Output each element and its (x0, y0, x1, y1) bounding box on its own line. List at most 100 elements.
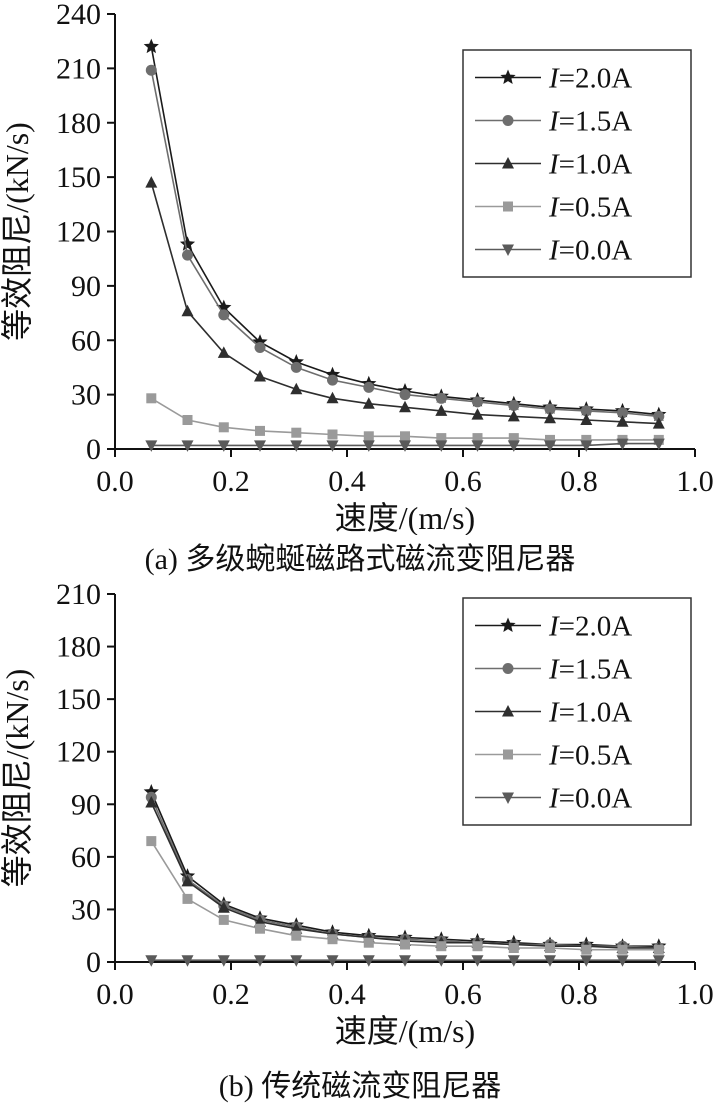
circle-marker (363, 381, 375, 393)
triangle-up-marker (502, 157, 514, 169)
circle-marker (502, 115, 514, 126)
circle-marker (254, 342, 266, 353)
square-marker (255, 923, 265, 934)
x-tick-label: 0.2 (212, 465, 250, 498)
triangle-down-marker (399, 440, 411, 452)
triangle-down-marker (580, 955, 593, 967)
triangle-up-marker (217, 346, 230, 358)
legend-label: I=1.5A (548, 654, 632, 686)
legend-label: I=0.0A (548, 235, 632, 267)
triangle-up-marker (399, 400, 411, 413)
square-marker (508, 943, 519, 953)
triangle-up-marker (507, 409, 520, 422)
triangle-down-marker (362, 440, 375, 452)
triangle-down-marker (580, 440, 593, 452)
legend-label: I=0.5A (548, 740, 632, 772)
triangle-down-marker (652, 955, 665, 967)
triangle-down-marker (254, 955, 266, 967)
x-tick-label: 0.6 (444, 978, 482, 1011)
y-tick-label: 180 (56, 107, 101, 140)
square-marker (327, 429, 338, 440)
triangle-down-marker (616, 438, 629, 451)
square-marker (503, 749, 513, 760)
y-tick-label: 150 (56, 161, 101, 194)
x-tick-label: 0.4 (328, 465, 366, 498)
triangle-down-marker (290, 955, 303, 967)
triangle-down-marker (181, 440, 194, 452)
triangle-down-marker (399, 955, 411, 967)
triangle-up-marker (145, 796, 158, 808)
triangle-down-marker (435, 440, 448, 452)
legend-label: I=1.0A (548, 149, 632, 181)
square-marker (581, 944, 592, 955)
triangle-down-marker (502, 244, 514, 256)
x-tick-label: 0.0 (96, 465, 134, 498)
x-tick-label: 0.4 (328, 978, 366, 1011)
circle-marker (145, 64, 157, 76)
triangle-down-marker (471, 955, 484, 967)
triangle-down-marker (652, 438, 665, 451)
circle-marker (327, 374, 338, 386)
triangle-down-marker (181, 955, 194, 967)
square-marker (508, 433, 519, 444)
y-tick-label: 120 (56, 736, 101, 769)
triangle-down-marker (326, 955, 339, 967)
y-tick-label: 0 (86, 946, 101, 979)
y-tick-label: 210 (56, 52, 101, 85)
x-tick-label: 0.2 (212, 978, 250, 1011)
y-tick-label: 30 (71, 379, 101, 412)
triangle-up-marker (652, 417, 665, 429)
star-marker (143, 38, 159, 54)
circle-marker (502, 663, 514, 674)
circle-marker (508, 400, 520, 411)
star-marker (500, 69, 516, 84)
square-marker (545, 943, 555, 953)
chart-a-caption: (a) 多级蜿蜒磁路式磁流变阻尼器 (144, 543, 576, 576)
triangle-up-marker (217, 901, 230, 913)
chart-a: 0.0 0.2 0.4 0.6 0.8 1.0 0 30 60 90 120 150 180 210 240… (0, 0, 714, 576)
triangle-down-marker (217, 955, 230, 967)
y-tick-label: 0 (86, 433, 101, 466)
triangle-down-marker (544, 955, 556, 967)
y-axis-label: 等效阻尼/(kN/s) (0, 669, 35, 888)
square-marker (617, 944, 628, 955)
triangle-down-marker (145, 955, 158, 967)
y-tick-label: 240 (56, 0, 101, 31)
circle-marker (617, 407, 628, 419)
x-tick-label: 0.8 (560, 465, 598, 498)
square-marker (400, 431, 410, 442)
star-marker (216, 299, 232, 315)
star-marker (179, 236, 196, 251)
chart-b: 0.0 0.2 0.4 0.6 0.8 1.0 0 30 60 90 120 150 180 210 速度/… (0, 578, 720, 1105)
y-tick-label: 210 (56, 582, 101, 611)
square-marker (146, 393, 157, 404)
triangle-up-marker (544, 411, 556, 424)
y-tick-label: 180 (56, 631, 101, 664)
x-axis-label: 速度/(m/s) (335, 500, 475, 535)
y-axis-label: 等效阻尼/(kN/s) (0, 122, 35, 341)
triangle-down-marker (290, 440, 303, 452)
square-marker (218, 422, 229, 433)
circle-marker (544, 403, 556, 415)
legend-label: I=1.5A (548, 106, 632, 138)
x-tick-label: 1.0 (676, 978, 714, 1011)
y-tick-label: 90 (71, 788, 101, 821)
square-marker (472, 941, 483, 952)
legend-label: I=2.0A (548, 63, 632, 95)
square-marker (218, 914, 229, 925)
legend-label: I=1.0A (548, 697, 632, 729)
square-marker (363, 431, 374, 442)
x-tick-label: 0.0 (96, 978, 134, 1011)
y-tick-label: 150 (56, 683, 101, 716)
square-marker (291, 930, 302, 941)
legend-label: I=2.0A (548, 611, 632, 643)
square-marker (182, 415, 193, 425)
triangle-up-marker (362, 397, 375, 409)
circle-marker (399, 389, 411, 401)
triangle-up-marker (181, 304, 194, 317)
square-marker (436, 433, 447, 444)
triangle-down-marker (544, 440, 556, 452)
triangle-down-marker (502, 792, 514, 804)
star-marker (500, 617, 516, 632)
triangle-down-marker (326, 440, 339, 452)
